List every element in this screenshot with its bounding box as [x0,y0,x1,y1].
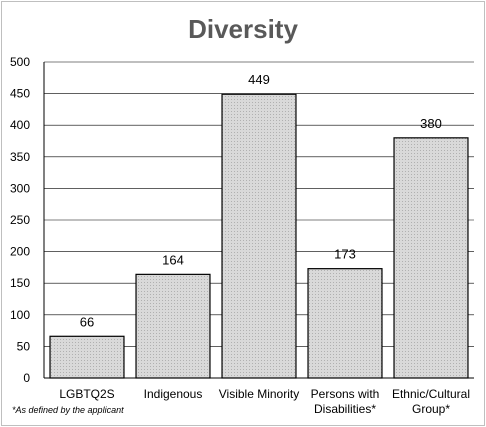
x-category-label: Group* [412,402,450,416]
y-axis-ticks: 0 50 100 150 200 250 300 350 400 450 500 [10,55,30,385]
y-tick-label: 250 [10,213,30,227]
y-tick-label: 350 [10,150,30,164]
y-tick-label: 500 [10,55,30,69]
y-tick-label: 300 [10,181,30,195]
footnote: *As defined by the applicant [12,405,124,415]
data-label: 173 [334,247,356,262]
chart-title: Diversity [188,14,298,44]
x-category-label: Indigenous [144,387,203,401]
x-category-label: Visible Minority [219,387,299,401]
data-label: 449 [248,72,270,87]
y-tick-label: 450 [10,87,30,101]
x-category-label: LGBTQ2S [59,387,114,401]
x-axis-categories: LGBTQ2S Indigenous Visible Minority Persons… [59,387,470,416]
data-label: 164 [162,252,184,267]
x-category-label: Ethnic/Cultural [392,387,470,401]
y-tick-label: 200 [10,245,30,259]
y-tick-label: 0 [23,371,30,385]
bar [221,93,297,379]
y-tick-label: 400 [10,118,30,132]
data-label: 380 [420,116,442,131]
data-label: 66 [80,314,94,329]
y-tick-label: 100 [10,308,30,322]
bars [49,93,469,379]
x-category-label: Persons with [311,387,380,401]
x-category-label: Disabilities* [314,402,376,416]
data-labels: 66 164 449 173 380 [80,72,442,329]
y-tick-label: 150 [10,276,30,290]
y-tick-label: 50 [17,339,31,353]
bar [135,273,211,379]
bar [307,268,383,379]
bar [49,335,125,379]
bar [393,137,469,379]
